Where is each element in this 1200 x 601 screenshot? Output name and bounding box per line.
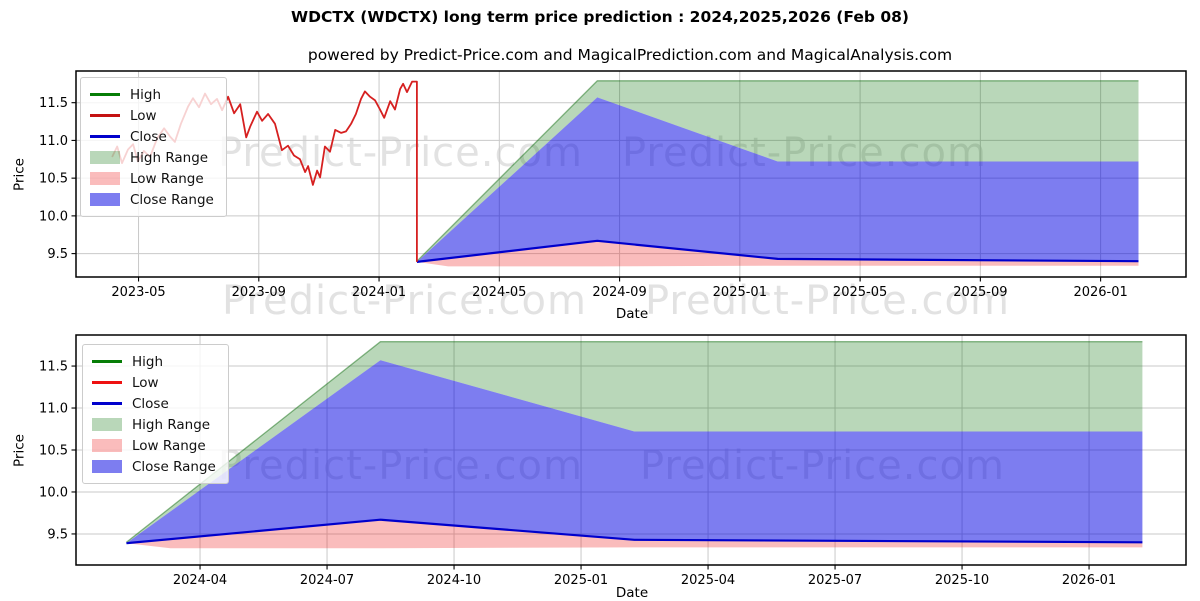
x-tick-label: 2024-05 <box>472 285 526 300</box>
y-tick-label: 11.0 <box>39 402 68 417</box>
legend-swatch-high-range <box>92 418 122 431</box>
high-line <box>416 80 1139 262</box>
top-chart-legend: High Low Close High Range Low Range Close Ran… <box>80 77 227 217</box>
x-tick-label: 2024-07 <box>300 573 354 588</box>
figure-title: WDCTX (WDCTX) long term price prediction… <box>291 8 909 26</box>
x-tick-label: 2024-01 <box>352 285 406 300</box>
legend-label-close-range: Close Range <box>130 191 214 208</box>
legend-label-low-range: Low Range <box>132 437 206 454</box>
legend-swatch-close-range <box>92 460 122 473</box>
legend-swatch-high <box>92 360 122 363</box>
x-tick-label: 2023-05 <box>111 285 165 300</box>
x-tick-label: 2025-01 <box>554 573 608 588</box>
y-tick-label: 10.5 <box>39 172 68 187</box>
x-tick-label: 2025-01 <box>713 285 767 300</box>
legend-swatch-low <box>90 114 120 117</box>
x-tick-label: 2024-09 <box>592 285 646 300</box>
x-tick-label: 2025-04 <box>681 573 735 588</box>
x-tick-label: 2026-01 <box>1073 285 1127 300</box>
legend-label-close: Close <box>130 128 167 145</box>
legend-swatch-high <box>90 93 120 96</box>
figure-subtitle: powered by Predict-Price.com and Magical… <box>307 46 953 64</box>
legend-item-close-range: Close Range <box>92 456 216 477</box>
high-range-band <box>416 80 1139 262</box>
bottom-chart-legend: High Low Close High Range Low Range Close Ran… <box>82 344 229 484</box>
legend-item-high-range: High Range <box>92 414 216 435</box>
y-tick-label: 11.0 <box>39 134 68 149</box>
legend-item-high: High <box>92 351 216 372</box>
legend-swatch-close <box>90 135 120 138</box>
x-tick-label: 2024-10 <box>427 573 481 588</box>
legend-item-high: High <box>90 84 214 105</box>
legend-swatch-close-range <box>90 193 120 206</box>
high-range-band <box>126 341 1143 544</box>
top-chart-y-axis-label: Price <box>11 158 28 191</box>
low-range-band <box>416 240 1139 267</box>
x-tick-label: 2025-07 <box>808 573 862 588</box>
legend-label-high: High <box>132 353 164 370</box>
y-tick-label: 10.5 <box>39 444 68 459</box>
legend-label-high-range: High Range <box>132 416 211 433</box>
close-range-band <box>416 97 1139 262</box>
legend-item-high-range: High Range <box>90 147 214 168</box>
legend-label-close-range: Close Range <box>132 458 216 475</box>
legend-item-low-range: Low Range <box>90 168 214 189</box>
close-line <box>126 518 1143 545</box>
y-tick-label: 9.5 <box>47 247 68 262</box>
x-tick-label: 2023-09 <box>232 285 286 300</box>
legend-label-low: Low <box>132 374 159 391</box>
bottom-chart-y-axis-label: Price <box>11 434 28 467</box>
y-tick-label: 11.5 <box>39 360 68 375</box>
legend-item-low: Low <box>92 372 216 393</box>
plot-border <box>75 70 1187 278</box>
legend-swatch-low <box>92 381 122 384</box>
legend-label-high: High <box>130 86 162 103</box>
y-tick-label: 11.5 <box>39 96 68 111</box>
y-tick-label: 9.5 <box>47 527 68 542</box>
legend-item-close: Close <box>92 393 216 414</box>
legend-label-low-range: Low Range <box>130 170 204 187</box>
legend-swatch-low-range <box>92 439 122 452</box>
x-tick-label: 2026-01 <box>1062 573 1116 588</box>
legend-item-low: Low <box>90 105 214 126</box>
legend-label-close: Close <box>132 395 169 412</box>
close-line <box>416 239 1139 263</box>
y-tick-label: 10.0 <box>39 485 68 500</box>
close-range-band <box>126 360 1143 544</box>
legend-label-high-range: High Range <box>130 149 209 166</box>
x-tick-label: 2025-09 <box>953 285 1007 300</box>
bottom-chart-x-axis-label: Date <box>615 585 649 601</box>
legend-item-close-range: Close Range <box>90 189 214 210</box>
legend-swatch-close <box>92 402 122 405</box>
top-chart-x-axis-label: Date <box>615 306 649 322</box>
legend-item-close: Close <box>90 126 214 147</box>
y-tick-label: 10.0 <box>39 209 68 224</box>
x-tick-label: 2025-10 <box>935 573 989 588</box>
legend-swatch-low-range <box>90 172 120 185</box>
x-tick-label: 2024-04 <box>173 573 227 588</box>
legend-label-low: Low <box>130 107 157 124</box>
x-tick-label: 2025-05 <box>833 285 887 300</box>
legend-item-low-range: Low Range <box>92 435 216 456</box>
legend-swatch-high-range <box>90 151 120 164</box>
